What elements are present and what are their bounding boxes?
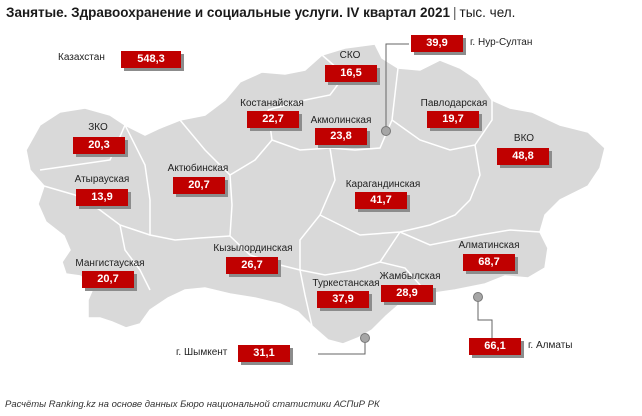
city-markers [318, 43, 493, 355]
region-value-aktobe: 20,7 [173, 177, 225, 194]
region-label-atyrau: Атырауская [74, 174, 130, 185]
region-label-aktobe: Актюбинская [167, 163, 229, 174]
title-unit: тыс. чел. [459, 5, 516, 20]
region-value-turkestan: 37,9 [317, 291, 369, 308]
region-value-pavlodar: 19,7 [427, 111, 479, 128]
region-value-zko: 20,3 [73, 137, 125, 154]
region-label-karaganda: Карагандинская [345, 179, 421, 190]
region-value-sko: 16,5 [325, 65, 377, 82]
region-label-akmola: Акмолинская [310, 115, 372, 126]
city-value-shymkent: 31,1 [238, 345, 290, 362]
region-value-mangystau: 20,7 [82, 271, 134, 288]
region-label-vko: ВКО [513, 133, 535, 144]
region-value-almaty-region: 68,7 [463, 254, 515, 271]
chart-title: Занятые. Здравоохранение и социальные ус… [6, 5, 515, 20]
region-borders [39, 54, 541, 327]
region-label-pavlodar: Павлодарская [420, 98, 488, 109]
region-label-turkestan: Туркестанская [312, 278, 380, 289]
city-value-almaty: 66,1 [469, 338, 521, 355]
shymkent-marker [360, 333, 370, 343]
city-label-almaty: г. Алматы [528, 340, 573, 351]
region-value-kyzylorda: 26,7 [226, 257, 278, 274]
total-value: 548,3 [121, 51, 181, 68]
region-value-vko: 48,8 [497, 148, 549, 165]
region-label-zko: ЗКО [88, 122, 108, 133]
city-label-shymkent: г. Шымкент [176, 347, 228, 358]
region-value-zhambyl: 28,9 [381, 285, 433, 302]
region-value-akmola: 23,8 [315, 128, 367, 145]
region-value-atyrau: 13,9 [76, 189, 128, 206]
title-main: Занятые. Здравоохранение и социальные ус… [6, 5, 451, 20]
region-label-kostanay: Костанайская [240, 98, 304, 109]
city-label-nursultan: г. Нур-Султан [470, 37, 533, 48]
region-value-karaganda: 41,7 [355, 192, 407, 209]
nursultan-marker [381, 126, 391, 136]
region-label-mangystau: Мангистауская [75, 258, 145, 269]
almaty-marker [473, 292, 483, 302]
region-label-sko: СКО [339, 50, 361, 61]
source-footer: Расчёты Ranking.kz на основе данных Бюро… [5, 399, 380, 410]
region-label-almaty-region: Алматинская [458, 240, 520, 251]
total-label: Казахстан [58, 52, 105, 63]
title-separator: | [453, 5, 457, 20]
region-label-kyzylorda: Кызылординская [213, 243, 293, 254]
city-value-nursultan: 39,9 [411, 35, 463, 52]
region-value-kostanay: 22,7 [247, 111, 299, 128]
region-label-zhambyl: Жамбылская [379, 271, 441, 282]
